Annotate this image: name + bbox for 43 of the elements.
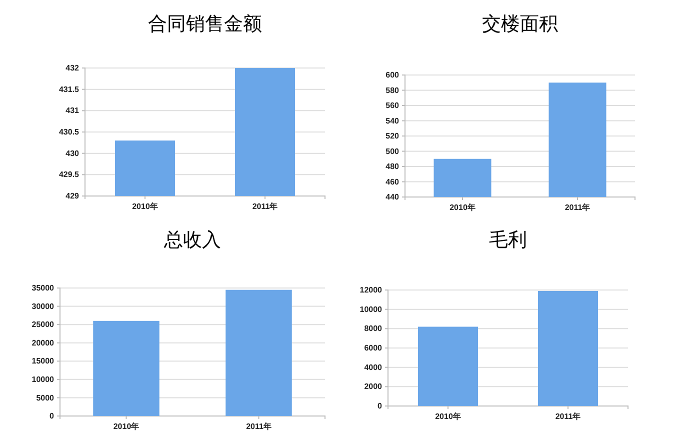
y-tick-label: 429.5 xyxy=(58,170,80,180)
y-tick-label: 430 xyxy=(66,148,80,158)
y-tick-label: 431 xyxy=(66,106,80,116)
y-tick-label: 12000 xyxy=(360,286,383,295)
x-tick-label: 2010年 xyxy=(435,412,461,422)
y-tick-label: 6000 xyxy=(364,344,383,353)
chart-title: 总收入 xyxy=(163,230,221,251)
x-tick-label: 2010年 xyxy=(450,203,476,212)
y-tick-label: 500 xyxy=(386,146,400,156)
x-tick-label: 2011年 xyxy=(252,202,278,212)
y-tick-label: 10000 xyxy=(360,304,383,314)
y-tick-label: 440 xyxy=(386,192,400,202)
y-tick-label: 580 xyxy=(386,86,400,95)
y-tick-label: 5000 xyxy=(36,393,55,402)
y-tick-label: 20000 xyxy=(32,338,55,348)
y-tick-label: 540 xyxy=(386,116,400,126)
y-tick-label: 480 xyxy=(386,162,400,172)
y-tick-label: 25000 xyxy=(32,320,55,330)
y-tick-label: 30000 xyxy=(32,302,55,311)
y-tick-label: 0 xyxy=(378,402,383,411)
y-tick-label: 429 xyxy=(66,192,80,201)
y-tick-label: 520 xyxy=(386,132,400,141)
y-tick-label: 10000 xyxy=(32,374,55,384)
x-tick-label: 2011年 xyxy=(555,412,581,422)
y-tick-label: 431.5 xyxy=(58,84,80,94)
x-tick-label: 2010年 xyxy=(132,202,158,212)
x-tick-label: 2011年 xyxy=(246,422,272,432)
x-tick-label: 2011年 xyxy=(564,203,590,212)
y-tick-label: 15000 xyxy=(32,356,55,366)
y-tick-label: 4000 xyxy=(364,362,383,372)
y-tick-label: 2000 xyxy=(364,382,383,392)
y-tick-label: 432 xyxy=(66,64,80,73)
y-tick-label: 0 xyxy=(50,412,55,421)
y-tick-label: 430.5 xyxy=(58,128,80,137)
chart-title: 毛利 xyxy=(489,230,527,251)
y-tick-label: 8000 xyxy=(364,324,383,334)
chart-title: 合同销售金额 xyxy=(148,13,262,35)
y-tick-label: 560 xyxy=(386,101,400,110)
y-tick-label: 460 xyxy=(386,177,400,186)
y-tick-label: 35000 xyxy=(32,284,55,293)
x-tick-label: 2010年 xyxy=(113,422,140,432)
chart-title: 交楼面积 xyxy=(482,13,558,35)
y-tick-label: 600 xyxy=(386,70,400,80)
